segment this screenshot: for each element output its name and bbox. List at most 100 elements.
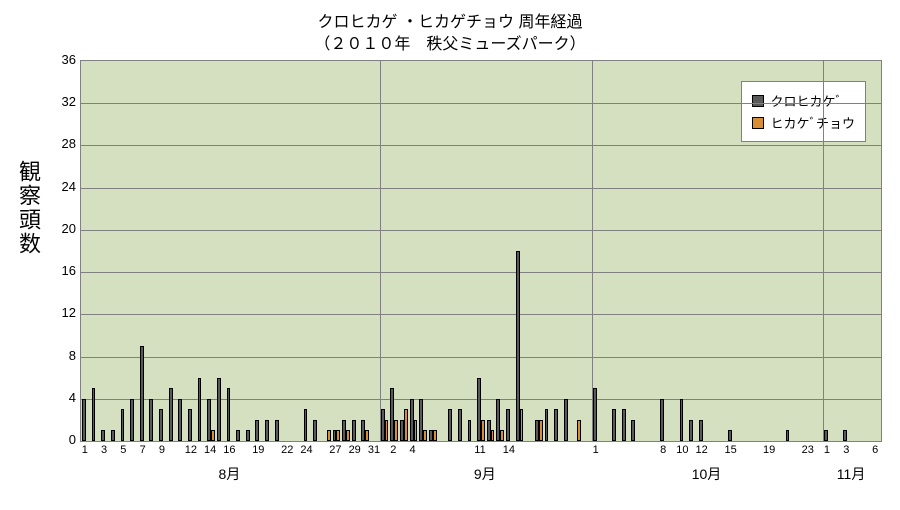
legend-label-2: ヒカケﾞチョウ: [770, 113, 855, 132]
legend-label-1: クロヒカケﾞ: [770, 91, 842, 110]
bar-series1: [149, 399, 153, 441]
x-tick-day: 12: [696, 444, 708, 456]
bar-series1: [130, 399, 134, 441]
x-tick-day: 12: [185, 444, 197, 456]
x-tick-day: 3: [101, 444, 107, 456]
y-tick: 20: [46, 221, 76, 236]
bar-series2: [577, 420, 581, 441]
x-tick-day: 10: [676, 444, 688, 456]
x-tick-day: 23: [802, 444, 814, 456]
x-tick-day: 31: [368, 444, 380, 456]
bar-series2: [346, 430, 350, 441]
bar-series1: [178, 399, 182, 441]
month-label: 9月: [474, 464, 496, 484]
bar-series1: [101, 430, 105, 441]
x-tick-day: 24: [300, 444, 312, 456]
y-tick: 8: [46, 348, 76, 363]
legend-swatch-2: [752, 117, 764, 129]
x-tick-day: 1: [824, 444, 830, 456]
bar-series1: [448, 409, 452, 441]
bar-series1: [313, 420, 317, 441]
legend-item-2: ヒカケﾞチョウ: [752, 113, 855, 132]
bar-series2: [327, 430, 331, 441]
x-tick-day: 2: [390, 444, 396, 456]
bar-series2: [481, 420, 485, 441]
bar-series1: [352, 420, 356, 441]
x-tick-day: 14: [204, 444, 216, 456]
bar-series1: [545, 409, 549, 441]
bar-series2: [414, 420, 418, 441]
grid-line: [81, 145, 881, 146]
bar-series2: [539, 420, 543, 441]
bar-series2: [385, 420, 389, 441]
bar-series1: [111, 430, 115, 441]
grid-line: [81, 230, 881, 231]
bar-series1: [236, 430, 240, 441]
x-tick-day: 3: [843, 444, 849, 456]
chart-container: クロヒカゲ ・ヒカゲチョウ 周年経過 （２０１０年 秩父ミューズパーク） 観察頭…: [0, 0, 900, 510]
bar-series1: [159, 409, 163, 441]
x-tick-day: 19: [763, 444, 775, 456]
bar-series1: [622, 409, 626, 441]
bar-series1: [564, 399, 568, 441]
bar-series1: [121, 409, 125, 441]
bar-series1: [554, 409, 558, 441]
y-axis-label: 観察頭数: [12, 160, 44, 256]
bar-series2: [336, 430, 340, 441]
x-tick-day: 8: [660, 444, 666, 456]
y-tick: 28: [46, 136, 76, 151]
bar-series1: [275, 420, 279, 441]
grid-line: [81, 272, 881, 273]
bar-series2: [433, 430, 437, 441]
y-tick: 0: [46, 432, 76, 447]
bar-series1: [843, 430, 847, 441]
grid-line: [81, 314, 881, 315]
bar-series1: [227, 388, 231, 441]
bar-series1: [786, 430, 790, 441]
bar-series1: [506, 409, 510, 441]
legend-swatch-1: [752, 95, 764, 107]
bar-series1: [680, 399, 684, 441]
x-tick-day: 14: [503, 444, 515, 456]
x-tick-day: 4: [409, 444, 415, 456]
bar-series1: [689, 420, 693, 441]
x-tick-day: 16: [223, 444, 235, 456]
bar-series1: [612, 409, 616, 441]
bar-series1: [82, 399, 86, 441]
bar-series2: [500, 430, 504, 441]
x-tick-day: 9: [159, 444, 165, 456]
month-divider: [823, 61, 824, 441]
bar-series2: [365, 430, 369, 441]
x-tick-day: 5: [120, 444, 126, 456]
bar-series2: [491, 430, 495, 441]
y-tick: 36: [46, 52, 76, 67]
x-tick-day: 1: [593, 444, 599, 456]
bar-series1: [217, 378, 221, 441]
month-label: 10月: [692, 464, 722, 484]
bar-series2: [404, 409, 408, 441]
y-tick: 24: [46, 179, 76, 194]
y-tick: 4: [46, 390, 76, 405]
bar-series1: [92, 388, 96, 441]
x-tick-day: 7: [140, 444, 146, 456]
bar-series1: [458, 409, 462, 441]
chart-title-line2: （２０１０年 秩父ミューズパーク）: [0, 30, 900, 54]
x-tick-day: 29: [349, 444, 361, 456]
y-tick: 12: [46, 305, 76, 320]
bar-series1: [169, 388, 173, 441]
bar-series1: [593, 388, 597, 441]
bar-series1: [660, 399, 664, 441]
chart-title-line1: クロヒカゲ ・ヒカゲチョウ 周年経過: [0, 8, 900, 32]
bar-series1: [140, 346, 144, 441]
x-tick-day: 22: [281, 444, 293, 456]
bar-series2: [423, 430, 427, 441]
x-tick-day: 6: [872, 444, 878, 456]
y-tick: 16: [46, 263, 76, 278]
legend: クロヒカケﾞ ヒカケﾞチョウ: [741, 81, 866, 142]
bar-series2: [394, 420, 398, 441]
grid-line: [81, 357, 881, 358]
month-divider: [380, 61, 381, 441]
bar-series1: [265, 420, 269, 441]
bar-series1: [728, 430, 732, 441]
bar-series2: [211, 430, 215, 441]
